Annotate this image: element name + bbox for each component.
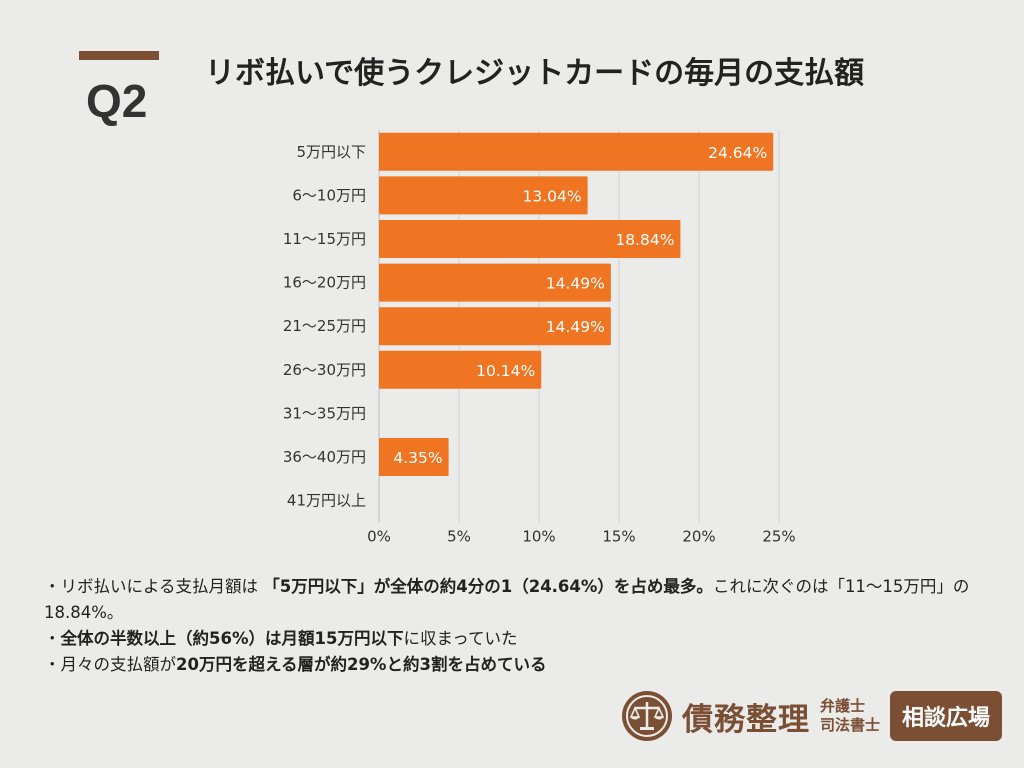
- data-label: 14.49%: [546, 318, 605, 336]
- note-line-2: ・全体の半数以上（約56%）は月額15万円以下に収まっていた: [44, 626, 994, 652]
- category-label: 36〜40万円: [283, 448, 366, 466]
- note-1-text-a: ・リボ払いによる支払月額は: [44, 577, 259, 596]
- category-label: 21〜25万円: [283, 317, 366, 335]
- bar: [379, 176, 588, 215]
- category-label: 6〜10万円: [292, 186, 366, 204]
- brand-professions: 弁護士 司法書士: [820, 697, 880, 735]
- data-label: 14.49%: [546, 275, 605, 293]
- data-label: 4.35%: [393, 449, 442, 467]
- brand-name: 債務整理: [681, 701, 810, 738]
- profession-lawyer: 弁護士: [819, 697, 865, 715]
- note-3-text-a: ・月々の支払額が: [44, 655, 176, 674]
- x-tick-label: 20%: [682, 527, 715, 545]
- x-tick-label: 25%: [762, 527, 795, 545]
- note-1-text-b: 「5万円以下」が全体の約4分の1（24.64%）を占め最多。: [263, 577, 713, 596]
- bar: [379, 350, 542, 389]
- profession-scrivener: 司法書士: [819, 716, 880, 734]
- brand-footer: 債務整理 弁護士 司法書士 相談広場: [620, 690, 1002, 742]
- note-2-text-c: に収まっていた: [403, 629, 518, 648]
- data-label: 10.14%: [476, 362, 535, 380]
- scales-of-justice-icon: [621, 691, 672, 741]
- note-line-3: ・月々の支払額が20万円を超える層が約29%と約3割を占めている: [44, 652, 994, 678]
- data-label: 13.04%: [523, 187, 582, 205]
- bar: [379, 220, 681, 258]
- category-label: 41万円以上: [287, 492, 366, 510]
- category-label: 16〜20万円: [283, 274, 366, 292]
- note-1-text-c: これに次ぐのは「11〜15万円」の18.84%。: [44, 577, 970, 622]
- summary-notes: ・リボ払いによる支払月額は 「5万円以下」が全体の約4分の1（24.64%）を占…: [44, 574, 994, 678]
- data-label: 18.84%: [615, 231, 674, 249]
- note-line-1: ・リボ払いによる支払月額は 「5万円以下」が全体の約4分の1（24.64%）を占…: [44, 574, 994, 626]
- x-tick-label: 10%: [522, 527, 555, 545]
- question-accent-bar: [79, 51, 159, 60]
- brand-badge: 相談広場: [889, 691, 1002, 741]
- category-label: 26〜30万円: [283, 361, 366, 379]
- bar: [379, 438, 449, 476]
- bar: [379, 132, 774, 171]
- question-number: Q2: [86, 75, 148, 127]
- note-2-text-b: 全体の半数以上（約56%）は月額15万円以下: [60, 629, 404, 648]
- x-tick-label: 5%: [447, 527, 471, 545]
- note-2-bullet: ・: [44, 629, 61, 648]
- category-label: 11〜15万円: [283, 230, 366, 248]
- x-tick-label: 15%: [602, 527, 635, 545]
- category-label: 31〜35万円: [283, 404, 366, 422]
- category-label: 5万円以下: [296, 143, 366, 161]
- note-3-text-b: 20万円を超える層が約29%と約3割を占めている: [176, 655, 547, 674]
- chart-title: リボ払いで使うクレジットカードの毎月の支払額: [205, 56, 865, 91]
- bar: [379, 307, 611, 346]
- bar-chart: 0% 5% 10% 15% 20% 25% 5万円以下 24.64% 6〜10万円 13.04% 1…: [283, 130, 796, 545]
- bar: [379, 263, 611, 302]
- data-label: 24.64%: [708, 144, 767, 162]
- x-tick-label: 0%: [367, 527, 391, 545]
